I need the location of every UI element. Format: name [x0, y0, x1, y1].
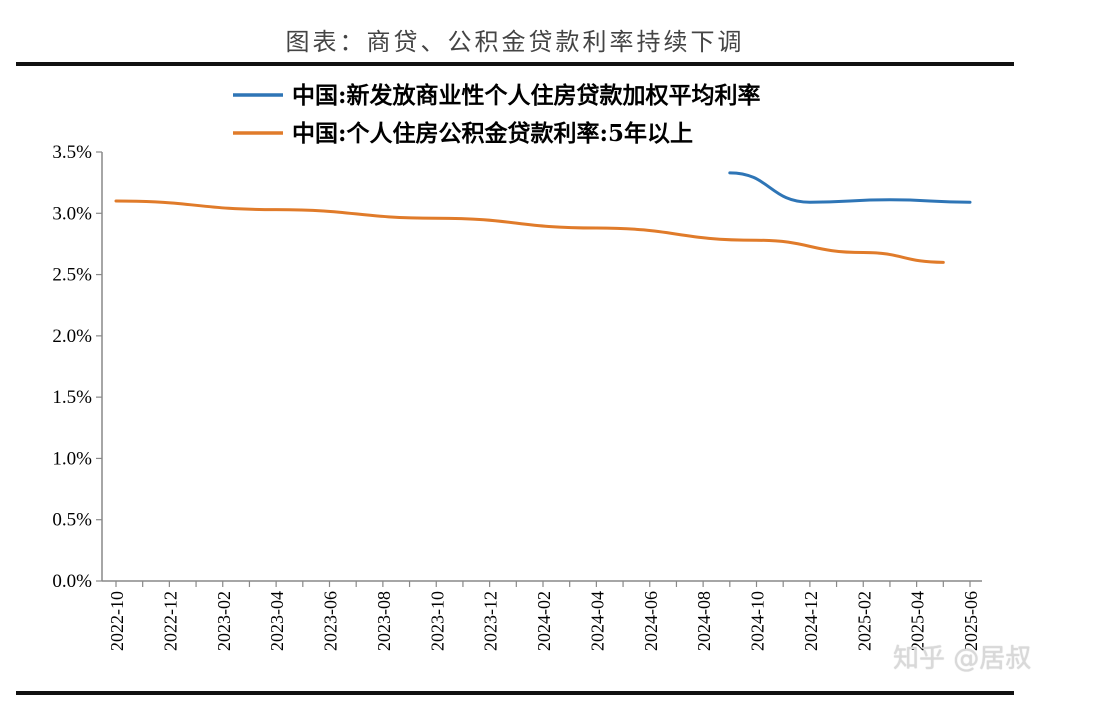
x-tick-label: 2023-12	[481, 591, 501, 651]
y-tick-label: 0.0%	[52, 571, 92, 592]
x-tick-label: 2024-06	[641, 591, 661, 651]
series-line-commercial-rate	[728, 171, 972, 204]
x-tick-label: 2022-10	[107, 591, 127, 651]
x-tick-label: 2025-04	[908, 591, 928, 651]
x-tick-label: 2024-08	[694, 591, 714, 651]
x-tick-label: 2023-06	[321, 591, 341, 651]
top-rule	[16, 62, 1014, 66]
y-tick-label: 1.0%	[52, 448, 92, 469]
x-tick-label: 2025-06	[961, 591, 981, 651]
bottom-rule	[16, 691, 1014, 695]
x-tick-label: 2023-10	[427, 591, 447, 651]
x-tick-label: 2024-04	[587, 591, 607, 651]
x-tick-label: 2024-10	[748, 591, 768, 651]
chart-title: 图表：商贷、公积金贷款利率持续下调	[285, 28, 745, 56]
watermark-text: 知乎 @居叔	[893, 644, 1032, 674]
x-tick-label: 2024-12	[801, 591, 821, 651]
legend-label: 中国:新发放商业性个人住房贷款加权平均利率	[292, 82, 761, 109]
x-tick-label: 2022-12	[160, 591, 180, 651]
legend-label: 中国:个人住房公积金贷款利率:5年以上	[292, 120, 693, 147]
x-tick-label: 2024-02	[534, 591, 554, 651]
x-tick-label: 2025-02	[854, 591, 874, 651]
x-tick-label: 2023-02	[214, 591, 234, 651]
series-line-housing-fund-rate	[114, 199, 945, 264]
chart-axes: 0.0% 0.5% 1.0% 1.5% 2.0% 2.5% 3.0% 3.5% 2022-10 2…	[52, 142, 982, 651]
x-tick-label: 2023-08	[374, 591, 394, 651]
y-tick-label: 3.0%	[52, 203, 92, 224]
series-layer	[114, 171, 972, 264]
x-tick-label: 2023-04	[267, 591, 287, 651]
y-tick-label: 2.5%	[52, 265, 92, 286]
y-tick-label: 3.5%	[52, 142, 92, 163]
y-tick-label: 2.0%	[52, 326, 92, 347]
y-tick-label: 0.5%	[52, 510, 92, 531]
y-tick-label: 1.5%	[52, 387, 92, 408]
